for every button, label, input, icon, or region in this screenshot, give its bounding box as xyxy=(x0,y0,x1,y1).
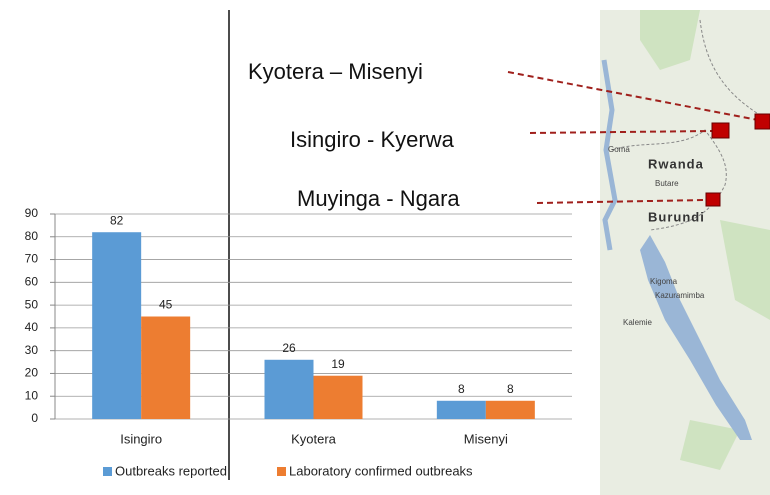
y-tick-label: 60 xyxy=(25,275,39,289)
site-marker xyxy=(755,114,770,129)
bar xyxy=(314,376,363,419)
bar xyxy=(141,317,190,420)
y-tick-label: 70 xyxy=(25,252,39,266)
place-label: Goma xyxy=(608,145,630,154)
value-label: 8 xyxy=(507,382,514,396)
x-tick-label: Isingiro xyxy=(120,431,162,446)
bar xyxy=(437,401,486,419)
value-label: 45 xyxy=(159,298,173,312)
legend-label: Laboratory confirmed outbreaks xyxy=(289,463,473,478)
place-label: Kigoma xyxy=(650,277,678,286)
x-tick-label: Misenyi xyxy=(464,431,508,446)
country-label: Burundi xyxy=(648,209,705,224)
map: Rwanda Burundi Goma Butare Kigoma Kazura… xyxy=(600,10,770,495)
bar xyxy=(265,360,314,419)
y-tick-label: 10 xyxy=(25,388,39,402)
place-label: Butare xyxy=(655,179,679,188)
value-label: 82 xyxy=(110,213,124,227)
y-tick-label: 50 xyxy=(25,297,39,311)
y-tick-label: 40 xyxy=(25,320,39,334)
value-label: 26 xyxy=(282,341,296,355)
route-label: Muyinga - Ngara xyxy=(297,186,460,211)
route-label: Isingiro - Kyerwa xyxy=(290,127,455,152)
route-label: Kyotera – Misenyi xyxy=(248,59,423,84)
site-marker xyxy=(706,193,720,206)
x-tick-label: Kyotera xyxy=(291,431,337,446)
y-tick-label: 30 xyxy=(25,343,39,357)
legend-swatch xyxy=(103,467,112,476)
place-label: Kazuramimba xyxy=(655,291,705,300)
bar xyxy=(92,232,141,419)
place-label: Kalemie xyxy=(623,318,652,327)
page: Rwanda Burundi Goma Butare Kigoma Kazura… xyxy=(0,0,770,495)
chart: 0 10 20 30 40 50 60 70 80 90 Isingiro 82 45 Kyotera 26… xyxy=(25,206,572,478)
y-tick-label: 90 xyxy=(25,206,39,220)
value-label: 19 xyxy=(331,357,345,371)
value-label: 8 xyxy=(458,382,465,396)
y-tick-label: 0 xyxy=(31,411,38,425)
legend-swatch xyxy=(277,467,286,476)
y-tick-label: 20 xyxy=(25,366,39,380)
country-label: Rwanda xyxy=(648,156,704,171)
bar xyxy=(486,401,535,419)
site-marker xyxy=(712,123,729,138)
legend-label: Outbreaks reported xyxy=(115,463,227,478)
y-tick-label: 80 xyxy=(25,229,39,243)
